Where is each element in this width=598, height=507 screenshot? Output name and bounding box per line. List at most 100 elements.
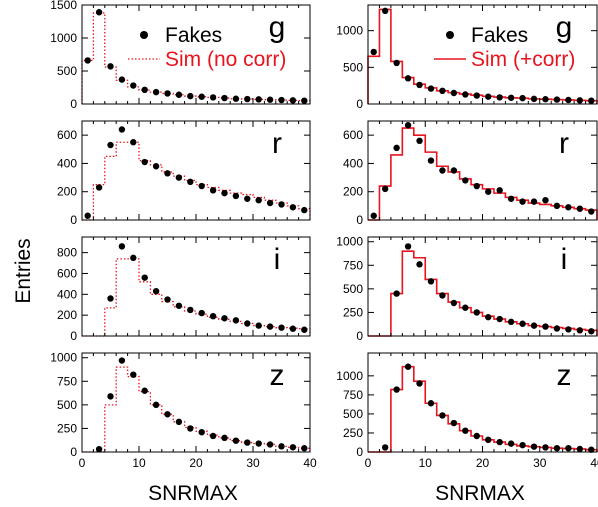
panel-r-left: 0 200 400 600 r — [57, 120, 311, 227]
y-tick-label-i-left-600: 600 — [57, 266, 77, 280]
fakes-point-z-right-10 — [496, 438, 503, 446]
x-tick-label-z-right-0: 0 — [365, 456, 372, 470]
fakes-point-r-right-15 — [542, 197, 549, 204]
fakes-point-i-right-8 — [485, 313, 492, 321]
fakes-point-g-left-18 — [289, 97, 297, 104]
panel-r-right: 0 200 400 600 r — [343, 120, 598, 227]
fakes-point-g-right-10 — [485, 93, 492, 100]
legend-marker-g-right — [446, 31, 454, 39]
fakes-point-r-right-7 — [450, 167, 458, 174]
fakes-point-r-right-17 — [565, 204, 572, 211]
fakes-point-z-right-0 — [381, 444, 389, 451]
y-tick-label-r-right-200: 200 — [343, 185, 363, 199]
y-tick-label-z-right-1000: 1000 — [336, 369, 363, 383]
fakes-point-g-left-16 — [266, 96, 274, 103]
fakes-point-r-right-3 — [404, 122, 412, 129]
fakes-point-r-left-19 — [301, 206, 308, 214]
fakes-point-r-right-6 — [439, 167, 446, 174]
fakes-point-z-right-14 — [542, 444, 549, 451]
fakes-point-g-right-6 — [439, 87, 446, 95]
fakes-point-g-left-7 — [164, 90, 171, 97]
fakes-point-r-left-12 — [221, 189, 228, 197]
fakes-point-z-right-6 — [450, 419, 458, 427]
fakes-point-g-left-8 — [175, 91, 183, 98]
fakes-point-z-left-10 — [209, 432, 217, 440]
fakes-point-r-right-5 — [427, 157, 435, 164]
fakes-point-r-left-0 — [84, 212, 91, 219]
legend-points-label-g-right: Fakes — [471, 24, 528, 47]
fakes-point-r-right-19 — [588, 208, 595, 215]
y-tick-label-i-right-250: 250 — [343, 305, 363, 319]
fakes-point-r-left-2 — [107, 141, 114, 149]
y-tick-label-g-right-500: 500 — [343, 60, 363, 74]
fakes-point-z-left-7 — [175, 418, 183, 426]
fakes-point-i-right-3 — [427, 278, 435, 285]
fakes-point-r-left-6 — [152, 163, 160, 170]
fakes-point-g-left-4 — [130, 82, 137, 89]
fakes-point-z-right-8 — [473, 432, 480, 440]
y-axis-title: Entries — [12, 238, 35, 303]
panel-i-right: 0 250 500 750 1000 i — [336, 235, 598, 343]
fakes-point-i-left-2 — [130, 254, 137, 262]
fakes-point-z-right-2 — [404, 363, 412, 370]
fakes-point-z-right-7 — [462, 427, 469, 434]
fakes-point-i-right-5 — [450, 299, 458, 307]
legend-marker-g-left — [140, 31, 148, 39]
fakes-point-r-left-10 — [198, 182, 205, 190]
fakes-point-z-left-2 — [118, 357, 126, 364]
y-tick-label-z-left-500: 500 — [57, 398, 77, 412]
fakes-point-g-right-14 — [530, 95, 538, 103]
fakes-point-r-right-9 — [473, 182, 480, 190]
y-tick-label-z-left-250: 250 — [57, 421, 77, 435]
fakes-point-g-left-19 — [301, 97, 308, 104]
fakes-point-i-left-7 — [187, 306, 194, 314]
y-tick-label-g-left-0: 0 — [70, 97, 77, 111]
fakes-point-r-left-1 — [95, 184, 103, 191]
fakes-point-g-right-2 — [393, 59, 400, 67]
fakes-point-i-left-3 — [141, 274, 148, 281]
fakes-point-i-right-4 — [439, 292, 446, 299]
y-tick-label-z-left-750: 750 — [57, 374, 77, 388]
fakes-point-g-left-12 — [221, 94, 228, 102]
fakes-point-i-left-11 — [232, 317, 240, 324]
fakes-point-r-left-13 — [232, 192, 240, 200]
fakes-point-r-right-0 — [370, 212, 377, 219]
fakes-point-g-right-9 — [473, 92, 480, 99]
y-tick-label-i-left-0: 0 — [70, 329, 77, 343]
fakes-point-i-right-1 — [404, 243, 412, 250]
fakes-point-g-left-15 — [255, 96, 262, 103]
fakes-point-g-left-9 — [187, 92, 194, 100]
y-tick-label-g-right-1000: 1000 — [336, 24, 363, 38]
fakes-point-r-left-11 — [209, 187, 217, 194]
fakes-point-g-left-5 — [141, 86, 148, 94]
fakes-point-r-right-16 — [553, 202, 561, 210]
fakes-point-r-left-5 — [141, 158, 148, 166]
fakes-point-r-right-13 — [519, 198, 526, 205]
sim-histogram-r-right — [368, 127, 598, 221]
x-axis-title-right: SNRMAX — [435, 482, 525, 505]
y-tick-label-r-left-0: 0 — [70, 213, 77, 227]
fakes-point-z-right-17 — [576, 445, 584, 453]
band-label-z-right: z — [557, 359, 572, 392]
fakes-point-z-right-4 — [427, 400, 435, 407]
y-tick-label-z-right-0: 0 — [356, 445, 363, 459]
fakes-point-i-left-12 — [244, 320, 251, 327]
fakes-point-g-left-6 — [152, 88, 160, 96]
sim-histogram-g-right — [367, 8, 598, 104]
fakes-point-r-right-12 — [507, 195, 515, 202]
y-tick-label-z-right-750: 750 — [343, 388, 363, 402]
fakes-point-r-right-2 — [393, 144, 400, 152]
fakes-point-z-left-0 — [95, 445, 103, 453]
fakes-point-g-right-1 — [381, 7, 389, 15]
fakes-point-g-right-16 — [553, 96, 561, 103]
fakes-point-i-left-5 — [164, 296, 171, 303]
fakes-point-r-left-15 — [255, 197, 262, 204]
band-label-g-right: g — [556, 11, 573, 44]
x-tick-label-z-right-10: 10 — [419, 456, 433, 470]
fakes-point-i-right-17 — [588, 328, 595, 335]
panel-i-left: 0 200 400 600 800 i — [57, 236, 311, 343]
fakes-point-g-left-0 — [84, 57, 91, 64]
fakes-point-g-right-5 — [427, 85, 435, 92]
